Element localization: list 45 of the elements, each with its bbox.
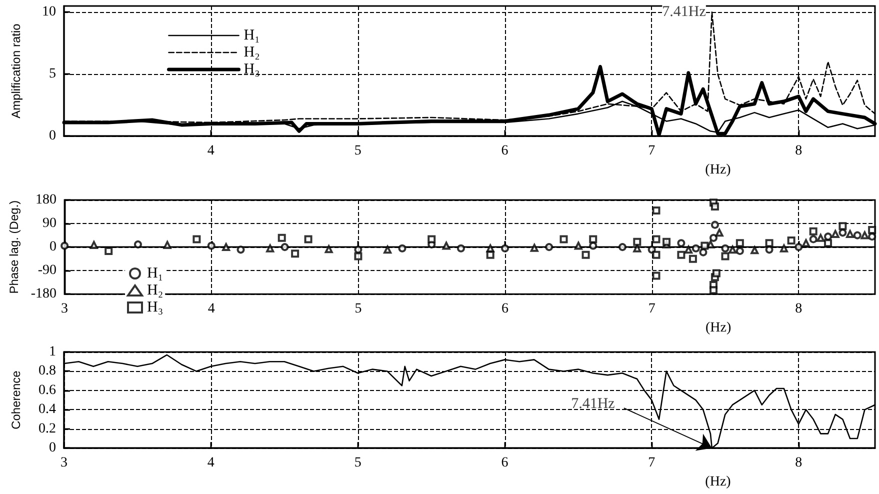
y-tick-label: 10 [42, 4, 56, 20]
x-axis-title: (Hz) [705, 162, 732, 178]
y-axis-title: Phase lag. (Deg.) [7, 200, 21, 294]
x-tick-label: 8 [795, 302, 802, 317]
x-tick-label: 4 [207, 456, 214, 471]
x-tick-label: 3 [61, 302, 68, 317]
y-tick-label: 0.6 [38, 382, 56, 398]
y-tick-label: -180 [30, 286, 57, 302]
annotation: 7.41Hz [571, 396, 616, 412]
y-tick-label: 90 [42, 216, 57, 232]
y-tick-label: 0.2 [38, 421, 56, 436]
y-axis-title: Amplification ratio [9, 23, 23, 118]
y-tick-label: 0.4 [38, 402, 56, 418]
x-tick-label: 5 [354, 144, 362, 159]
x-tick-label: 3 [60, 456, 68, 471]
x-tick-label: 8 [795, 144, 802, 159]
x-tick-label: 5 [354, 302, 362, 317]
x-axis-title: (Hz) [705, 320, 732, 336]
x-axis-title: (Hz) [705, 474, 732, 490]
y-tick-label: 0 [50, 240, 57, 255]
legend-label: H₃ [147, 300, 164, 316]
y-tick-label: 0 [49, 440, 56, 456]
y-tick-label: -90 [38, 263, 57, 278]
x-tick-label: 4 [207, 144, 214, 159]
y-axis-title: Coherence [9, 370, 23, 430]
y-tick-label: 180 [36, 192, 57, 208]
x-tick-label: 5 [354, 456, 362, 471]
x-tick-label: 4 [208, 302, 215, 317]
legend-label: H₁ [147, 266, 164, 282]
x-tick-label: 8 [795, 456, 802, 471]
legend-label: H₂ [147, 282, 164, 298]
x-tick-label: 6 [501, 144, 508, 159]
y-tick-label: 0.8 [38, 364, 56, 379]
x-tick-label: 6 [501, 456, 508, 471]
x-tick-label: 7 [648, 144, 656, 159]
y-tick-label: 0 [49, 128, 56, 144]
legend-label: H₃ [244, 62, 260, 78]
x-tick-label: 6 [502, 302, 509, 317]
y-tick-label: 5 [49, 66, 56, 82]
y-tick-label: 1 [49, 344, 56, 360]
annotation: 7.41Hz [662, 4, 706, 20]
x-tick-label: 7 [648, 302, 656, 317]
x-tick-label: 7 [648, 456, 656, 471]
legend-label: H₂ [244, 44, 260, 60]
legend-label: H₁ [244, 28, 260, 44]
